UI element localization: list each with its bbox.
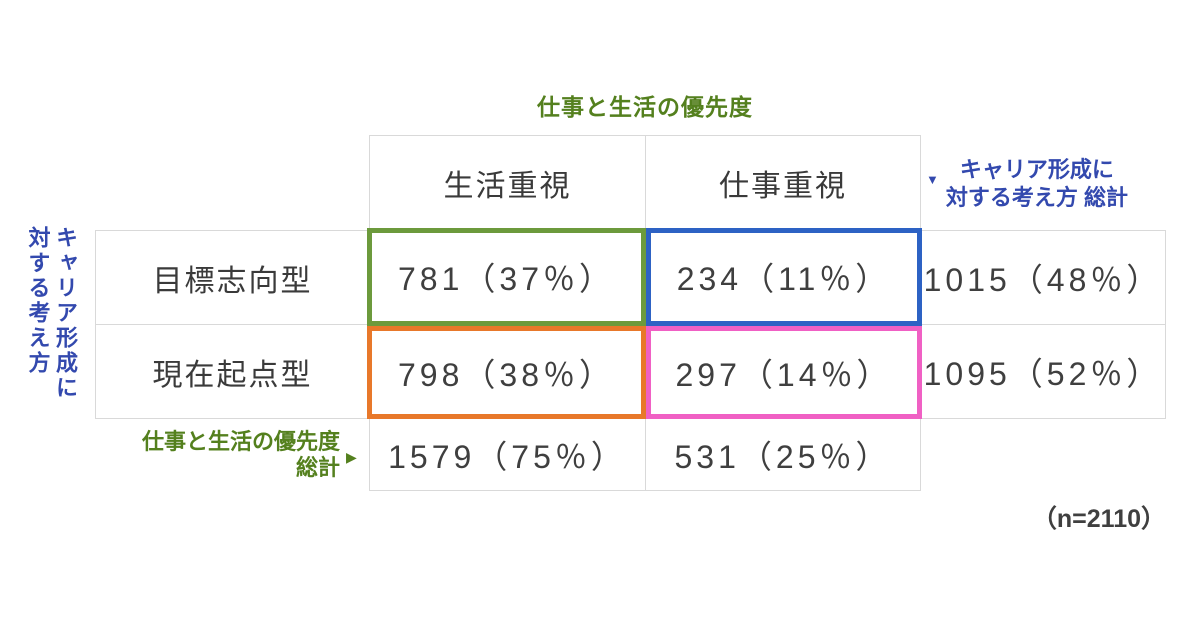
column-total-life: 1579（75％）: [369, 418, 646, 491]
row-header-present-based: 現在起点型: [95, 324, 370, 419]
row-total-header-line-1: キャリア形成に: [959, 157, 1114, 182]
row-total-goal-oriented: 1015（48％）: [920, 230, 1166, 325]
row-total-present-based: 1095（52％）: [920, 324, 1166, 419]
column-total-work: 531（25％）: [645, 418, 921, 491]
column-dimension-title: 仕事と生活の優先度: [537, 94, 753, 120]
cell-present-based-life: 798（38％）: [367, 326, 646, 419]
column-total-header-label: 仕事と生活の優先度 総計: [60, 429, 340, 482]
row-total-present-based-value: 1095（52％）: [923, 355, 1163, 392]
cell-goal-oriented-work: 234（11％）: [646, 228, 922, 326]
cell-goal-oriented-work-value: 234（11％）: [676, 261, 892, 297]
row-dimension-side-label: キャリア形成に 対する考え方: [24, 226, 79, 426]
row-header-goal-oriented-label: 目標志向型: [152, 264, 313, 298]
column-header-life: 生活重視: [369, 135, 646, 231]
column-total-header-line-2: 総計: [295, 455, 340, 481]
column-header-work-label: 仕事重視: [719, 170, 847, 203]
row-total-header-text: キャリア形成に 対する考え方 総計: [946, 156, 1128, 212]
row-total-goal-oriented-value: 1015（48％）: [923, 261, 1163, 298]
row-dimension-line-1: キャリア形成に: [53, 226, 78, 401]
cell-goal-oriented-life-value: 781（37％）: [398, 261, 615, 297]
column-total-header-line-1: 仕事と生活の優先度: [141, 429, 340, 454]
cell-present-based-life-value: 798（38％）: [398, 356, 615, 393]
row-total-header-line-2: 対する考え方 総計: [945, 185, 1128, 211]
cell-present-based-work: 297（14％）: [646, 326, 922, 419]
column-header-work: 仕事重視: [645, 135, 921, 231]
column-header-life-label: 生活重視: [443, 170, 572, 203]
cell-goal-oriented-life: 781（37％）: [367, 228, 646, 326]
triangle-down-icon: ▼: [926, 172, 939, 187]
row-header-present-based-label: 現在起点型: [152, 358, 313, 392]
row-total-header-label: ▼ キャリア形成に 対する考え方 総計: [926, 156, 1128, 212]
row-dimension-line-2: 対する考え方: [25, 226, 51, 376]
column-total-work-value: 531（25％）: [674, 438, 892, 475]
row-header-goal-oriented: 目標志向型: [95, 230, 370, 325]
triangle-right-icon: ▶: [346, 449, 357, 465]
cell-present-based-work-value: 297（14％）: [675, 356, 893, 393]
sample-size-note: （n=2110）: [1031, 505, 1166, 533]
column-total-life-value: 1579（75％）: [388, 438, 627, 475]
